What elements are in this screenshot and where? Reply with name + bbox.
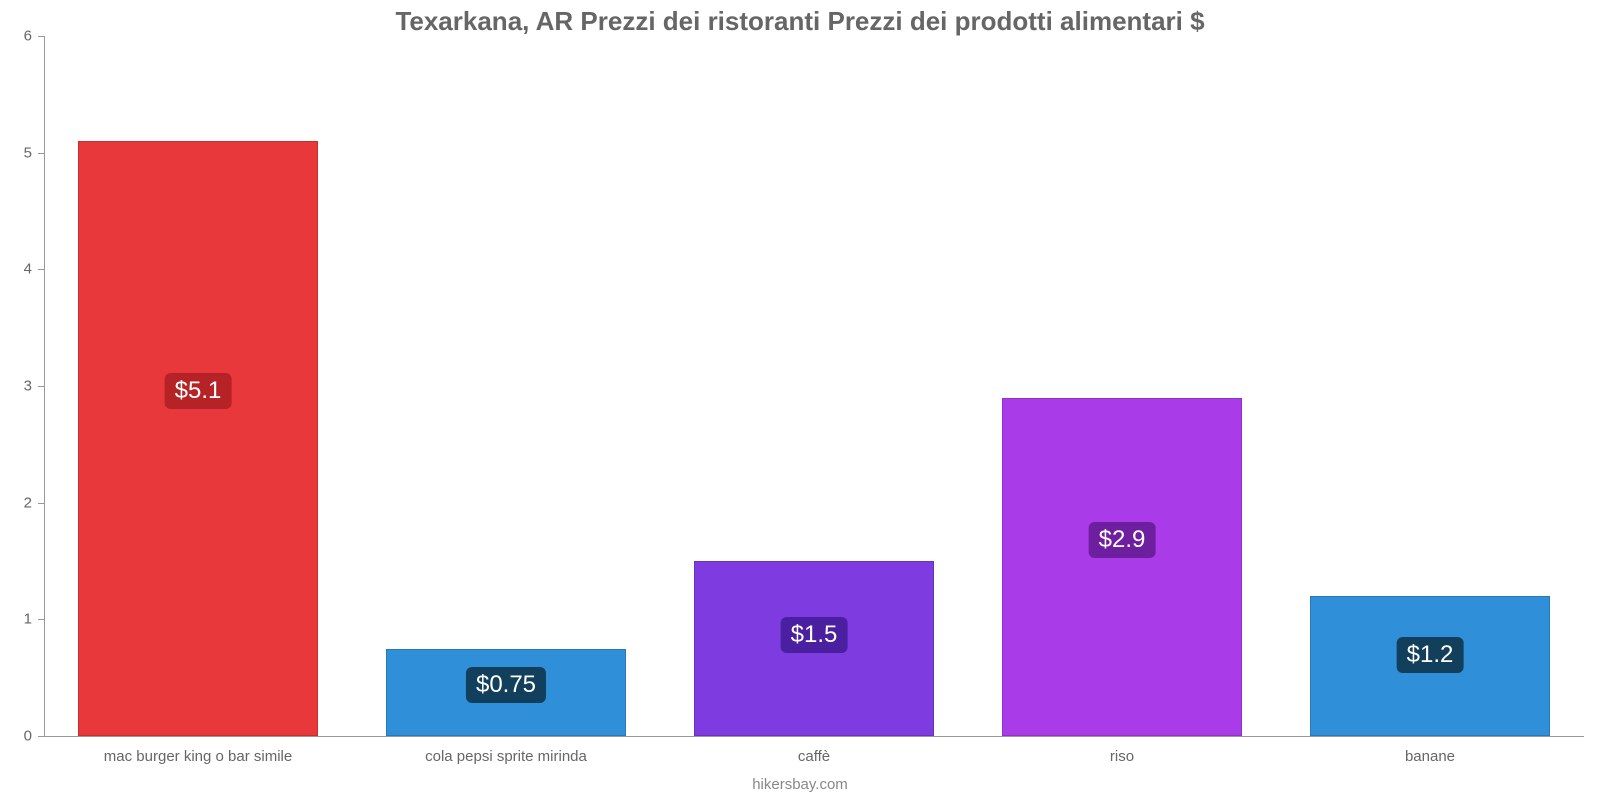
y-tick [38,269,44,270]
y-tick-label: 0 [2,728,32,745]
y-tick-label: 1 [2,611,32,628]
bar [1002,398,1242,736]
y-tick-label: 4 [2,261,32,278]
chart-footer: hikersbay.com [0,776,1600,793]
x-tick-label: mac burger king o bar simile [104,748,292,765]
value-badge: $5.1 [165,373,232,409]
bar [78,141,318,736]
y-tick [38,386,44,387]
value-badge: $2.9 [1089,522,1156,558]
y-tick-label: 3 [2,378,32,395]
y-tick [38,619,44,620]
value-badge: $1.2 [1397,637,1464,673]
y-axis [44,36,45,736]
y-tick-label: 5 [2,144,32,161]
x-tick-label: banane [1405,748,1455,765]
value-badge: $0.75 [466,667,546,703]
y-tick-label: 6 [2,28,32,45]
x-tick-label: riso [1110,748,1134,765]
y-tick [38,503,44,504]
value-badge: $1.5 [781,617,848,653]
y-tick [38,736,44,737]
chart-title: Texarkana, AR Prezzi dei ristoranti Prez… [0,0,1600,37]
price-bar-chart: Texarkana, AR Prezzi dei ristoranti Prez… [0,0,1600,800]
x-axis [44,736,1584,737]
x-tick-label: caffè [798,748,830,765]
plot-area: 0123456$5.1mac burger king o bar simile$… [44,36,1584,736]
y-tick [38,153,44,154]
y-tick [38,36,44,37]
x-tick-label: cola pepsi sprite mirinda [425,748,587,765]
y-tick-label: 2 [2,494,32,511]
